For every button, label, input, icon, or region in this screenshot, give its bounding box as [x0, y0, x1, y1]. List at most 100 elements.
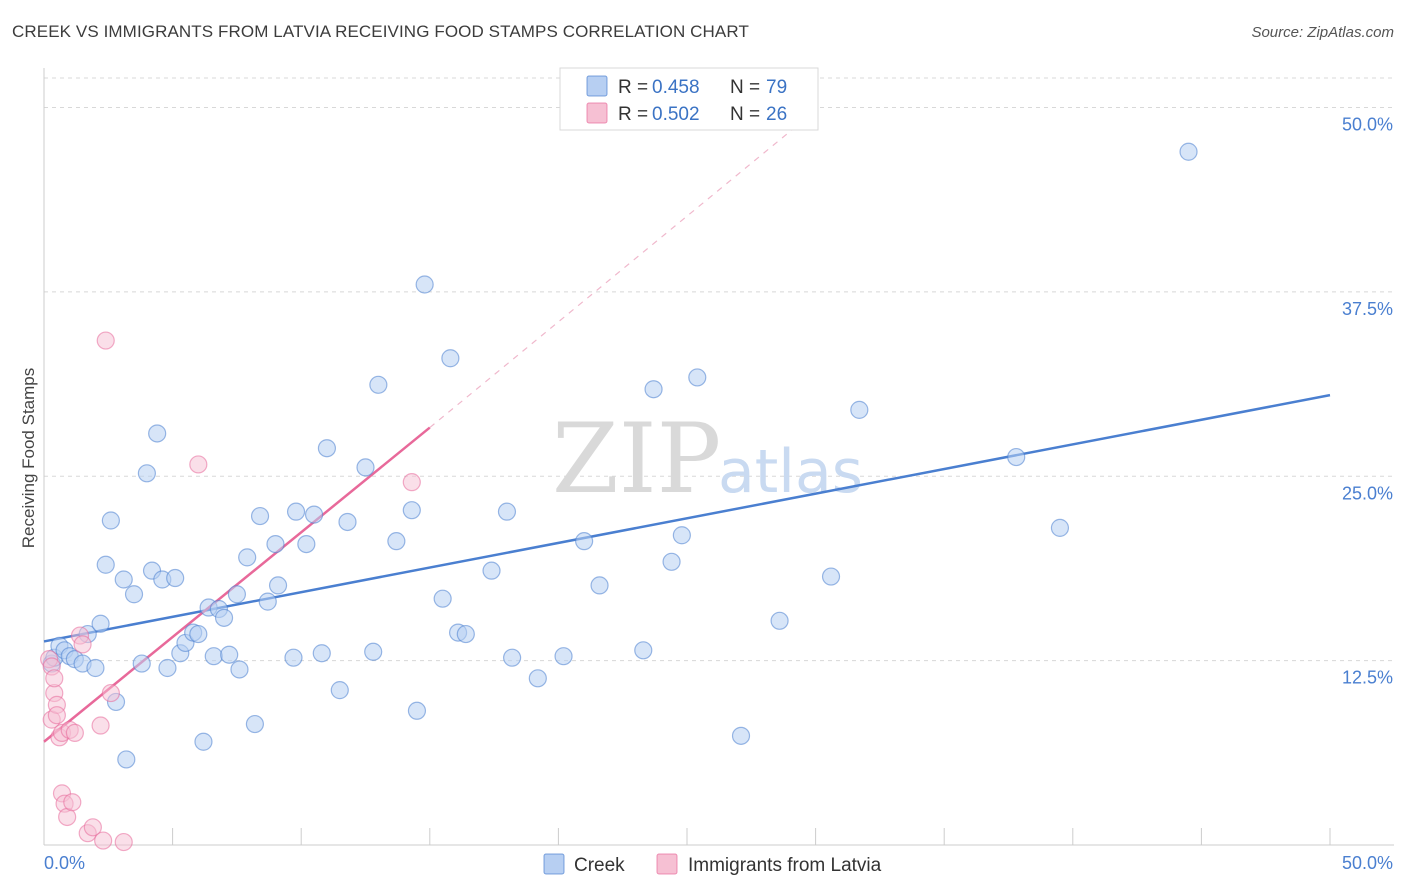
point-creek-26	[189, 624, 208, 644]
watermark-zip: ZIP	[552, 403, 721, 515]
point-latvia-22	[101, 683, 120, 703]
point-creek-34	[230, 660, 249, 679]
point-latvia-14	[63, 793, 82, 812]
point-creek-38	[258, 592, 277, 611]
point-creek-39	[266, 534, 285, 554]
point-creek-9	[91, 614, 110, 633]
point-creek-35	[238, 548, 257, 567]
point-creek-61	[497, 502, 517, 521]
point-creek-77	[1050, 518, 1070, 537]
point-creek-50	[364, 642, 383, 661]
point-creek-64	[554, 647, 573, 666]
point-creek-44	[304, 505, 324, 524]
y-tick-label-2: 37.5%	[1342, 299, 1393, 319]
point-creek-74	[821, 567, 841, 586]
point-latvia-18	[83, 818, 102, 837]
point-creek-22	[166, 568, 185, 588]
point-creek-43	[297, 534, 316, 554]
point-creek-29	[204, 647, 223, 666]
point-creek-19	[148, 424, 167, 443]
point-creek-54	[407, 701, 427, 720]
point-creek-65	[575, 532, 594, 551]
watermark: ZIP atlas	[552, 403, 863, 515]
point-creek-41	[284, 648, 303, 667]
y-tick-label-1: 25.0%	[1342, 483, 1393, 503]
point-creek-62	[503, 648, 522, 667]
point-creek-49	[356, 458, 375, 477]
legend-bottom-label-creek: Creek	[574, 855, 625, 876]
legend-bottom-label-latvia: Immigrants from Latvia	[688, 855, 882, 876]
legend-r-value-latvia: 0.502	[652, 104, 700, 125]
point-creek-14	[117, 750, 136, 769]
legend-top: R = 0.458 N = 79 R = 0.502 N = 26	[559, 67, 819, 131]
point-creek-36	[245, 714, 265, 734]
point-latvia-20	[94, 831, 113, 850]
point-creek-51	[369, 375, 388, 394]
point-creek-17	[137, 464, 156, 483]
legend-bottom: Creek Immigrants from Latvia	[543, 853, 882, 876]
point-creek-57	[441, 349, 460, 368]
point-latvia-19	[91, 716, 110, 735]
y-tick-label-0: 12.5%	[1342, 668, 1393, 688]
point-creek-69	[662, 552, 681, 571]
chart-title: CREEK VS IMMIGRANTS FROM LATVIA RECEIVIN…	[12, 22, 749, 41]
point-creek-76	[1007, 447, 1026, 467]
point-creek-33	[227, 585, 246, 604]
point-creek-7	[86, 658, 105, 678]
point-creek-27	[194, 732, 213, 751]
trend-line-latvia	[43, 426, 431, 743]
legend-swatch-creek	[586, 75, 608, 97]
point-creek-37	[250, 506, 270, 526]
point-creek-48	[338, 512, 357, 532]
point-latvia-23	[114, 832, 133, 852]
point-creek-56	[433, 589, 452, 608]
grid-layer	[44, 77, 1394, 662]
point-latvia-13	[65, 723, 84, 743]
point-latvia-4	[45, 669, 64, 688]
tick-labels: 12.5% 25.0% 37.5% 50.0% 0.0% 50.0%	[44, 115, 1393, 874]
point-creek-63	[528, 669, 547, 688]
point-creek-15	[124, 585, 144, 604]
point-creek-10	[96, 555, 115, 574]
legend-r-label-creek: R =	[618, 77, 648, 98]
point-creek-42	[286, 502, 306, 521]
point-latvia-16	[73, 635, 92, 654]
series-latvia-points	[40, 331, 421, 852]
point-latvia-24	[189, 455, 208, 474]
point-creek-73	[770, 611, 789, 630]
trend-line-latvia-extension	[429, 109, 816, 429]
point-creek-21	[158, 658, 177, 678]
source-credit: Source: ZipAtlas.com	[1251, 24, 1394, 41]
point-creek-47	[330, 681, 349, 700]
legend-n-label-creek: N =	[730, 77, 760, 98]
legend-n-value-creek: 79	[766, 77, 787, 98]
legend-bottom-swatch-creek	[543, 853, 565, 875]
point-creek-46	[317, 439, 337, 458]
point-creek-40	[268, 576, 288, 595]
point-latvia-25	[402, 473, 421, 492]
legend-bottom-swatch-latvia	[656, 853, 678, 875]
y-tick-label-3: 50.0%	[1342, 115, 1393, 135]
point-creek-55	[415, 275, 434, 294]
point-creek-45	[312, 644, 331, 663]
x-tick-label-0: 0.0%	[44, 853, 85, 873]
point-creek-71	[688, 368, 707, 387]
legend-r-label-latvia: R =	[618, 104, 648, 125]
legend-swatch-latvia	[586, 102, 608, 124]
point-creek-59	[456, 624, 475, 644]
trend-line-creek	[43, 393, 1331, 643]
x-tick-label-1: 50.0%	[1342, 853, 1393, 873]
point-creek-70	[672, 526, 691, 545]
point-creek-52	[387, 532, 406, 551]
legend-n-label-latvia: N =	[730, 104, 760, 125]
y-axis-label: Receiving Food Stamps	[19, 368, 38, 548]
point-creek-31	[214, 608, 234, 627]
point-creek-72	[731, 726, 751, 745]
point-creek-11	[101, 511, 120, 530]
axis-layer	[43, 68, 1394, 846]
point-creek-13	[114, 570, 133, 589]
point-creek-68	[644, 380, 663, 399]
point-creek-60	[482, 561, 501, 580]
legend-n-value-latvia: 26	[766, 104, 787, 125]
